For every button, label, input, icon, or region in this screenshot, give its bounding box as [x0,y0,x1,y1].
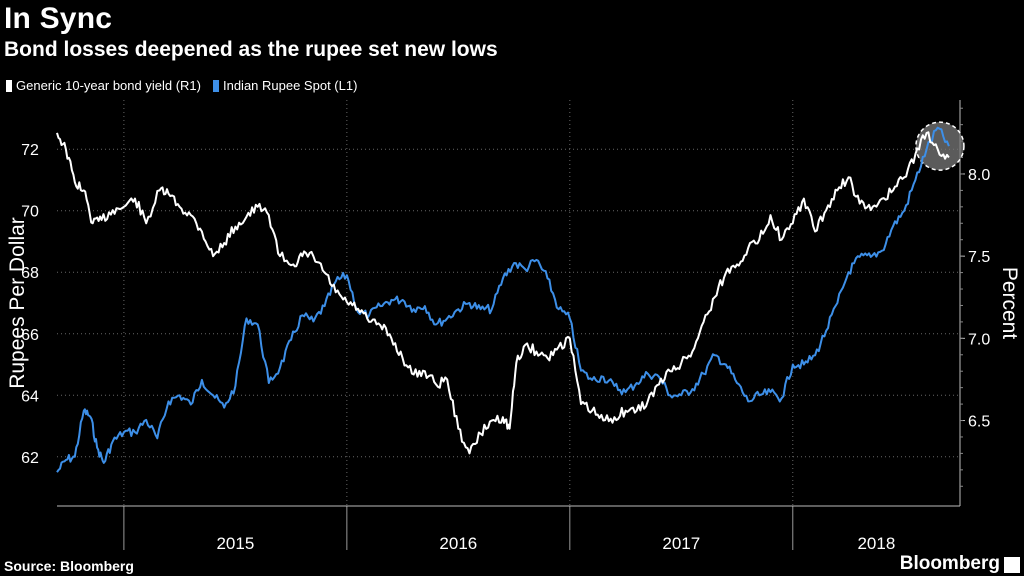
legend-label-bond: Generic 10-year bond yield (R1) [16,78,201,93]
legend-swatch-rupee [212,79,219,92]
left-tick-label-5: 72 [21,142,39,159]
left-tick-label-2: 66 [21,327,39,344]
series-line-bond [56,131,950,455]
brand-mark-icon [1004,557,1020,573]
chart-title: In Sync [4,2,113,35]
left-tick-label-3: 68 [21,265,39,282]
x-tick-label-0: 2015 [216,534,254,553]
legend: Generic 10-year bond yield (R1) Indian R… [6,78,369,93]
source-note: Source: Bloomberg [4,558,134,574]
x-tick-label-3: 2018 [857,534,895,553]
legend-swatch-bond [6,79,12,92]
left-axis-title: Rupees Per Dollar [6,217,29,389]
left-tick-label-0: 62 [21,450,39,467]
x-tick-label-2: 2017 [662,534,700,553]
right-tick-label-3: 8.0 [968,167,990,184]
legend-label-rupee: Indian Rupee Spot (L1) [222,78,358,93]
chart-subtitle: Bond losses deepened as the rupee set ne… [4,38,498,61]
left-tick-label-4: 70 [21,204,39,221]
brand-logo: Bloomberg [899,553,1000,574]
right-tick-label-1: 7.0 [968,331,990,348]
right-tick-label-2: 7.5 [968,249,990,266]
legend-item-rupee: Indian Rupee Spot (L1) [212,78,358,93]
right-tick-label-0: 6.5 [968,414,990,431]
x-tick-label-1: 2016 [439,534,477,553]
series-line-rupee [56,126,950,473]
legend-item-bond: Generic 10-year bond yield (R1) [6,78,201,93]
left-tick-label-1: 64 [21,388,39,405]
right-axis-title: Percent [998,267,1021,340]
